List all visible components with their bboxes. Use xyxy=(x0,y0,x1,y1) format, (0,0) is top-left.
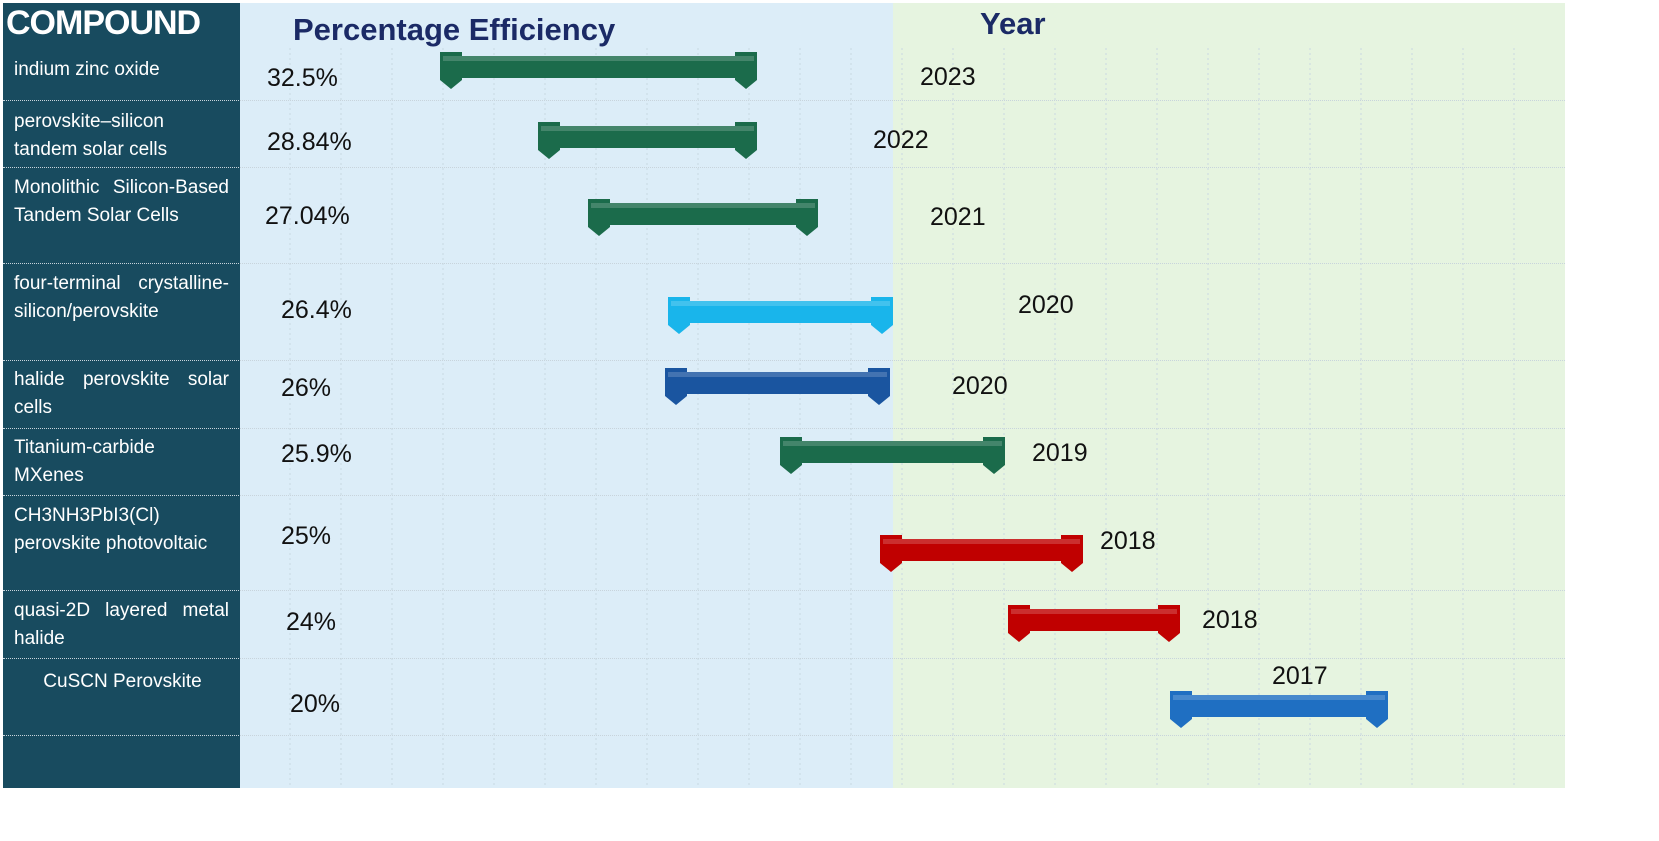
year-value: 2019 xyxy=(1032,439,1088,467)
header-compound: COMPOUND xyxy=(6,4,201,42)
year-value: 2020 xyxy=(1018,291,1074,319)
year-value: 2022 xyxy=(873,126,929,154)
bar xyxy=(883,539,1080,561)
row-separator xyxy=(3,360,1565,361)
bar-tab xyxy=(440,52,462,89)
year-value: 2017 xyxy=(1272,662,1328,690)
efficiency-value: 27.04% xyxy=(265,202,350,230)
bar-shine xyxy=(783,441,1002,446)
bar-shine xyxy=(541,126,754,131)
efficiency-value: 25% xyxy=(281,522,332,550)
compound-name: Monolithic Silicon-Based Tandem Solar Ce… xyxy=(14,177,229,226)
bar-tab xyxy=(880,535,902,572)
compound-name: perovskite–silicon tandem solar cells xyxy=(14,111,168,160)
efficiency-value: 28.84% xyxy=(267,128,352,156)
row-separator xyxy=(3,735,1565,736)
compound-name: halide perovskite solar cells xyxy=(14,369,229,418)
bar xyxy=(1173,695,1385,717)
compound-name: CH3NH3PbI3(Cl) perovskite photovoltaic xyxy=(14,505,208,554)
efficiency-value: 24% xyxy=(286,608,337,636)
bar-tab xyxy=(1366,691,1388,728)
bar xyxy=(1011,609,1177,631)
year-panel xyxy=(893,3,1565,788)
bar-tab xyxy=(665,368,687,405)
bar-tab xyxy=(1008,605,1030,642)
efficiency-value: 20% xyxy=(290,690,341,718)
year-value: 2020 xyxy=(952,372,1008,400)
bar xyxy=(541,126,754,148)
bar-shine xyxy=(443,56,754,61)
bar xyxy=(443,56,754,78)
compound-name: CuSCN Perovskite xyxy=(43,671,202,692)
compound-name: indium zinc oxide xyxy=(14,59,160,80)
efficiency-value: 32.5% xyxy=(267,64,338,92)
bar-tab xyxy=(796,199,818,236)
year-value: 2021 xyxy=(930,203,986,231)
bar-tab xyxy=(871,297,893,334)
bar-tab xyxy=(1061,535,1083,572)
bar-tab xyxy=(1158,605,1180,642)
bar-tab xyxy=(735,52,757,89)
bar-shine xyxy=(1173,695,1385,700)
header-efficiency: Percentage Efficiency xyxy=(293,12,616,47)
header-year: Year xyxy=(980,6,1046,41)
bar-tab xyxy=(735,122,757,159)
bar-tab xyxy=(588,199,610,236)
bar xyxy=(668,372,887,394)
efficiency-value: 25.9% xyxy=(281,440,352,468)
compound-column xyxy=(3,3,240,788)
year-value: 2018 xyxy=(1100,527,1156,555)
bar-tab xyxy=(983,437,1005,474)
bar-tab xyxy=(668,297,690,334)
row-separator xyxy=(3,263,1565,264)
bar-tab xyxy=(780,437,802,474)
bar-tab xyxy=(1170,691,1192,728)
bar-tab xyxy=(868,368,890,405)
compound-name: four-terminal crystalline-silicon/perovs… xyxy=(14,273,229,322)
row-separator xyxy=(3,495,1565,496)
row-separator xyxy=(3,100,1565,101)
bar-shine xyxy=(1011,609,1177,614)
bar-shine xyxy=(883,539,1080,544)
year-value: 2018 xyxy=(1202,606,1258,634)
compound-name: Titanium-carbide MXenes xyxy=(14,437,155,486)
bar-tab xyxy=(538,122,560,159)
compound-name: quasi-2D layered metal halide xyxy=(14,600,229,649)
bar-shine xyxy=(591,203,815,208)
row-separator xyxy=(3,658,1565,659)
row-separator xyxy=(3,167,1565,168)
row-separator xyxy=(3,590,1565,591)
efficiency-value: 26% xyxy=(281,374,332,402)
bar-shine xyxy=(671,301,890,306)
row-separator xyxy=(3,428,1565,429)
bar xyxy=(783,441,1002,463)
efficiency-value: 26.4% xyxy=(281,296,352,324)
bar xyxy=(591,203,815,225)
year-value: 2023 xyxy=(920,63,976,91)
bar xyxy=(671,301,890,323)
bar-shine xyxy=(668,372,887,377)
